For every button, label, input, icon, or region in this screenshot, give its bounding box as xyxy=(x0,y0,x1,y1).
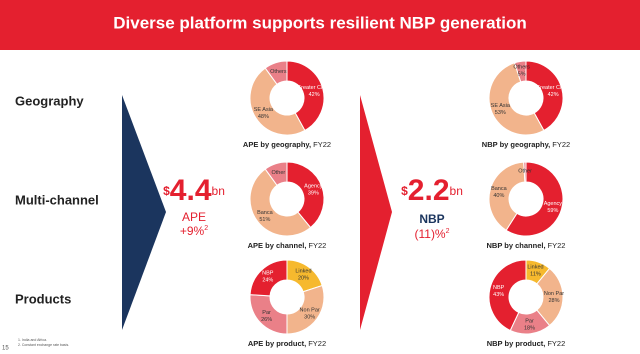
slice-label: Par xyxy=(525,319,534,325)
slice-value: 42% xyxy=(309,92,320,98)
title-text: NBP by product, xyxy=(487,339,546,348)
donut-slice xyxy=(488,62,545,136)
slice-label: Agency xyxy=(544,201,563,207)
period: FY22 xyxy=(547,339,565,348)
slice-label: Greater China xyxy=(297,85,332,91)
nbp-amount: $2.2bn xyxy=(401,174,463,207)
slice-value: 48% xyxy=(258,114,269,120)
amount: 2.2 xyxy=(408,174,450,207)
period: FY22 xyxy=(308,339,326,348)
slice-value: 59% xyxy=(547,208,558,214)
slide-title: Diverse platform supports resilient NBP … xyxy=(113,13,526,32)
row-label: Multi-channel xyxy=(15,192,99,207)
slice-value: 42% xyxy=(548,92,559,98)
period: FY22 xyxy=(552,140,570,149)
nbp-label: NBP xyxy=(419,212,444,226)
donut-slice xyxy=(249,259,288,297)
slice-label: Greater China xyxy=(536,85,571,91)
currency: $ xyxy=(163,184,170,198)
slice-label: Other xyxy=(518,168,532,174)
donut-slice xyxy=(286,161,325,229)
slice-label: Banca xyxy=(491,186,508,192)
slice-value: 39% xyxy=(308,190,319,196)
slice-value: 11% xyxy=(530,272,541,278)
slice-label: Others xyxy=(270,69,287,75)
slice-value: 20% xyxy=(298,275,309,281)
title-bar xyxy=(0,0,640,50)
slice-label: Par xyxy=(262,310,271,316)
slice-label: Linked xyxy=(295,268,311,274)
change: (11)% xyxy=(414,227,445,241)
period: FY22 xyxy=(308,241,326,250)
slice-value: 53% xyxy=(495,110,506,116)
slice-label: NBP xyxy=(262,271,274,277)
period: FY22 xyxy=(313,140,331,149)
donut-slice xyxy=(525,60,564,132)
title-text: APE by geography, xyxy=(243,140,311,149)
note-mark: 2 xyxy=(204,225,208,232)
slice-label: SE Asia xyxy=(491,103,511,109)
chart-title: NBP by geography, FY22 xyxy=(482,140,570,149)
chart-title: NBP by product, FY22 xyxy=(487,339,566,348)
footnote: 2. Constant exchange rate basis. xyxy=(18,343,69,347)
title-text: APE by channel, xyxy=(248,241,307,250)
slice-label: NBP xyxy=(493,285,505,291)
slice-label: Non Par xyxy=(300,307,320,313)
chart-title: APE by product, FY22 xyxy=(248,339,326,348)
chevron xyxy=(360,95,392,330)
nbp-change: (11)%2 xyxy=(414,227,449,241)
page-number: 15 xyxy=(2,346,9,352)
slice-value: 26% xyxy=(261,317,272,323)
slice-value: 28% xyxy=(548,298,559,304)
unit: bn xyxy=(212,184,225,198)
period: FY22 xyxy=(548,241,566,250)
slice-label: Linked xyxy=(527,265,543,271)
slice-label: Others xyxy=(513,64,530,70)
donut-slice xyxy=(488,259,527,332)
ape-change: +9%2 xyxy=(180,224,208,238)
slice-value: 30% xyxy=(304,314,315,320)
chart-title: APE by geography, FY22 xyxy=(243,140,331,149)
row-label: Geography xyxy=(15,93,84,108)
slice-label: SE Asia xyxy=(254,107,274,113)
slice-value: 5% xyxy=(518,71,526,77)
title-text: APE by product, xyxy=(248,339,306,348)
footnote: 1. India and Africa. xyxy=(18,338,47,342)
slice-label: Non Par xyxy=(544,291,564,297)
row-label: Products xyxy=(15,291,71,306)
donut-slice xyxy=(249,168,312,237)
donut-slice xyxy=(264,60,288,85)
slice-value: 18% xyxy=(524,326,535,332)
unit: bn xyxy=(450,184,463,198)
slice-value: 40% xyxy=(493,193,504,199)
donut-slice xyxy=(513,60,527,83)
donut-slice xyxy=(523,161,527,183)
slice-label: Agency xyxy=(304,183,323,189)
amount: 4.4 xyxy=(170,174,212,207)
slice-label: Other xyxy=(271,170,285,176)
title-text: NBP by geography, xyxy=(482,140,551,149)
ape-label: APE xyxy=(182,210,206,224)
donut-slice xyxy=(505,161,564,237)
currency: $ xyxy=(401,184,408,198)
chart-title: APE by channel, FY22 xyxy=(248,241,327,250)
title-text: NBP by channel, xyxy=(487,241,546,250)
chart-title: NBP by channel, FY22 xyxy=(487,241,566,250)
ape-amount: $4.4bn xyxy=(163,174,225,207)
chevron xyxy=(122,95,166,330)
slice-value: 24% xyxy=(262,278,273,284)
note-mark: 2 xyxy=(446,228,450,235)
donut-slice xyxy=(249,67,306,136)
donut-slice xyxy=(264,161,288,186)
change: +9% xyxy=(180,224,205,238)
slice-value: 51% xyxy=(259,217,270,223)
slice-label: Banca xyxy=(257,210,274,216)
donut-slice xyxy=(286,60,325,132)
donut-slice xyxy=(488,161,526,231)
slice-value: 43% xyxy=(493,292,504,298)
